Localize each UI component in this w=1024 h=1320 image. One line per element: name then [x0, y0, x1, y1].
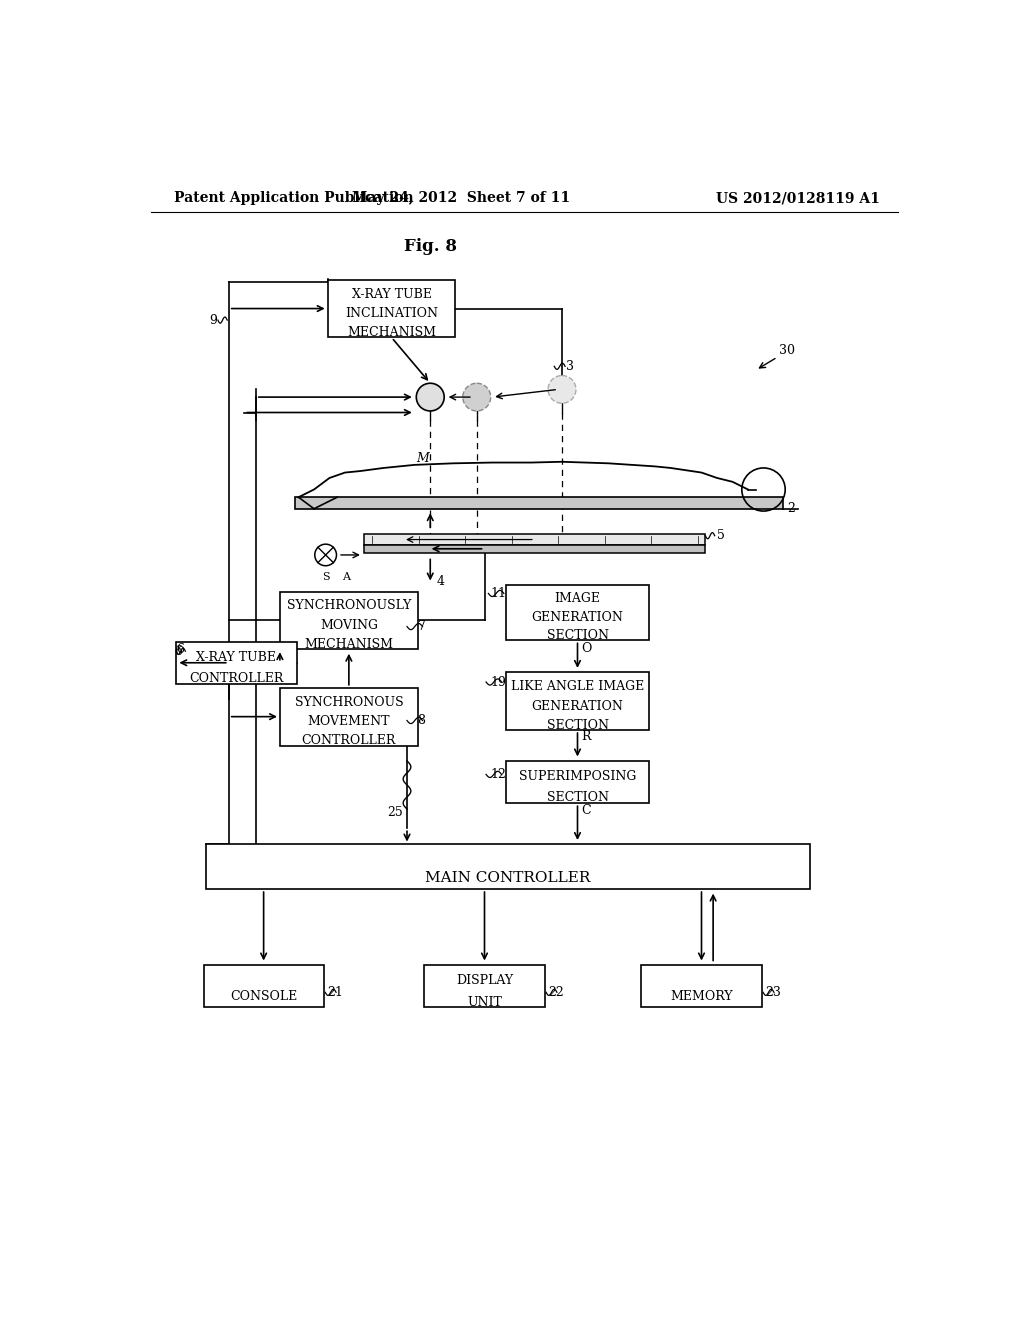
Text: MOVEMENT: MOVEMENT	[307, 715, 390, 727]
Text: 22: 22	[549, 986, 564, 999]
Text: X-RAY TUBE: X-RAY TUBE	[351, 288, 431, 301]
Text: 19: 19	[490, 676, 506, 689]
Bar	[506, 672, 649, 730]
Text: 3: 3	[566, 360, 573, 372]
Text: 12: 12	[490, 768, 506, 781]
Text: O: O	[582, 642, 592, 655]
Text: M: M	[416, 453, 429, 465]
Text: 8: 8	[418, 714, 426, 727]
Text: 11: 11	[490, 587, 506, 601]
Text: MECHANISM: MECHANISM	[304, 638, 393, 651]
Text: Fig. 8: Fig. 8	[403, 239, 457, 256]
Text: 25: 25	[387, 807, 403, 820]
Text: SYNCHRONOUSLY: SYNCHRONOUSLY	[287, 599, 411, 612]
Text: 7: 7	[418, 620, 426, 634]
Text: CONTROLLER: CONTROLLER	[189, 672, 284, 685]
Text: IMAGE: IMAGE	[555, 593, 600, 606]
Text: C: C	[582, 804, 591, 817]
Bar	[295, 498, 783, 508]
Bar	[424, 965, 545, 1007]
Text: 21: 21	[328, 986, 343, 999]
Text: 9: 9	[209, 314, 217, 326]
Text: 6: 6	[174, 644, 182, 657]
Bar	[506, 585, 649, 640]
Text: LIKE ANGLE IMAGE: LIKE ANGLE IMAGE	[511, 680, 644, 693]
Text: SECTION: SECTION	[547, 630, 608, 643]
Text: US 2012/0128119 A1: US 2012/0128119 A1	[716, 191, 880, 206]
Text: GENERATION: GENERATION	[531, 700, 624, 713]
Circle shape	[314, 544, 337, 566]
Text: 5: 5	[717, 529, 725, 543]
Text: S: S	[322, 572, 330, 582]
Text: GENERATION: GENERATION	[531, 611, 624, 624]
Text: May 24, 2012  Sheet 7 of 11: May 24, 2012 Sheet 7 of 11	[352, 191, 570, 206]
Circle shape	[548, 376, 575, 404]
Text: DISPLAY: DISPLAY	[456, 974, 513, 987]
Text: 6: 6	[176, 643, 184, 656]
Text: SYNCHRONOUS: SYNCHRONOUS	[295, 696, 403, 709]
Text: 4: 4	[436, 576, 444, 589]
Bar	[506, 760, 649, 804]
Text: CONSOLE: CONSOLE	[230, 990, 297, 1003]
Bar	[280, 591, 418, 649]
Circle shape	[417, 383, 444, 411]
Text: MECHANISM: MECHANISM	[347, 326, 436, 339]
Text: MOVING: MOVING	[319, 619, 378, 632]
Text: R: R	[582, 730, 591, 743]
Text: 23: 23	[765, 986, 781, 999]
Text: CONTROLLER: CONTROLLER	[302, 734, 396, 747]
Text: SECTION: SECTION	[547, 719, 608, 731]
Bar	[206, 845, 810, 890]
Bar	[328, 280, 456, 338]
Bar	[641, 965, 762, 1007]
Bar	[204, 965, 324, 1007]
Bar	[280, 688, 418, 746]
Text: UNIT: UNIT	[467, 995, 502, 1008]
Text: A: A	[342, 572, 350, 582]
Text: INCLINATION: INCLINATION	[345, 306, 438, 319]
Text: Patent Application Publication: Patent Application Publication	[174, 191, 414, 206]
Text: MAIN CONTROLLER: MAIN CONTROLLER	[425, 871, 591, 884]
Text: 2: 2	[786, 502, 795, 515]
Text: X-RAY TUBE: X-RAY TUBE	[197, 651, 276, 664]
Bar	[365, 535, 706, 545]
Bar	[176, 642, 297, 684]
Bar	[365, 545, 706, 553]
Text: MEMORY: MEMORY	[670, 990, 733, 1003]
Text: SECTION: SECTION	[547, 792, 608, 804]
Text: 30: 30	[779, 345, 795, 358]
Text: SUPERIMPOSING: SUPERIMPOSING	[519, 771, 636, 783]
Circle shape	[463, 383, 490, 411]
